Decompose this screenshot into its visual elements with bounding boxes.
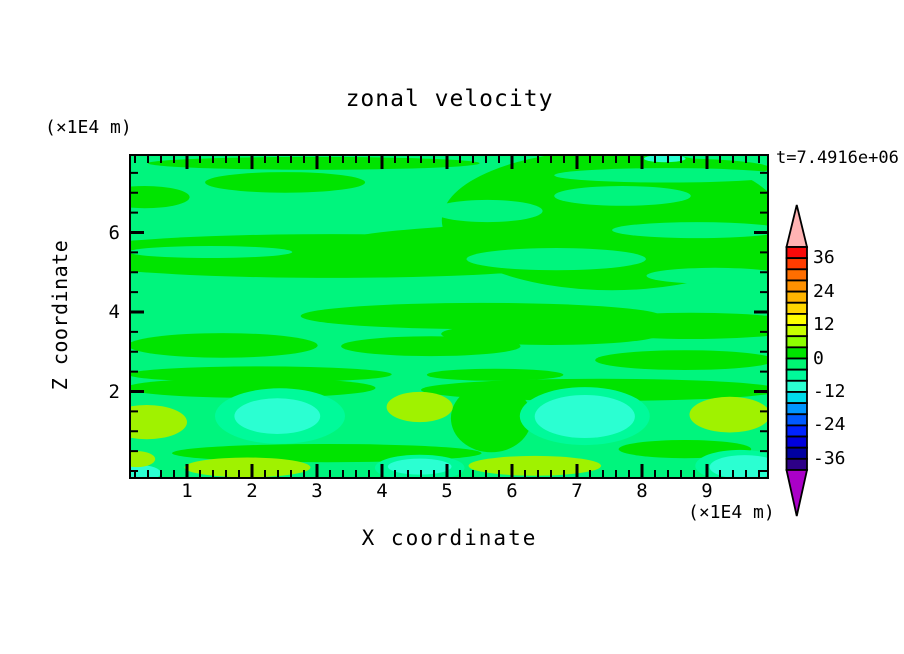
x-tick-label-3: 3	[311, 480, 323, 502]
contour-region--12to-8	[131, 465, 161, 477]
plot-title: zonal velocity	[345, 86, 554, 112]
contour-region--12to-8	[709, 455, 767, 477]
contour-region-0to4	[148, 156, 480, 170]
contour-region--4to0	[554, 168, 767, 183]
contour-region--12to-8	[234, 398, 321, 434]
colorbar-box	[785, 446, 808, 460]
contour-region--4to0	[646, 267, 767, 284]
contour-region-4to8	[131, 451, 156, 468]
y-tick-label-2: 2	[108, 380, 120, 403]
colorbar-tick-label--24: -24	[813, 414, 846, 435]
colorbar-box	[785, 357, 808, 371]
colorbar-box	[785, 413, 808, 427]
contour-region-0to4	[205, 172, 366, 193]
contour-region-0to4	[595, 350, 767, 370]
y-axis-title: Z coordinate	[48, 239, 72, 391]
colorbar	[785, 204, 809, 517]
colorbar-tick-label--12: -12	[813, 381, 846, 402]
y-tick-label-4: 4	[108, 301, 120, 323]
contour-region--4to0	[432, 199, 543, 223]
colorbar-under-arrow-icon	[785, 469, 809, 517]
colorbar-box	[785, 435, 808, 449]
colorbar-box	[785, 335, 808, 349]
contour-plot	[129, 154, 769, 479]
x-tick-label-1: 1	[181, 480, 193, 502]
x-tick-label-2: 2	[246, 480, 258, 502]
colorbar-box	[785, 290, 808, 304]
colorbar-tick-label-36: 36	[813, 247, 835, 268]
contour-region-0to4	[441, 322, 661, 345]
contour-region-4to8	[468, 455, 602, 476]
colorbar-box	[785, 268, 808, 282]
contour-region--12to-8	[534, 395, 635, 438]
contour-region-0to4	[450, 383, 532, 453]
x-tick-label-7: 7	[571, 480, 583, 502]
colorbar-tick-label-12: 12	[813, 314, 835, 335]
contour-region-0to4	[131, 333, 318, 358]
contour-region-4to8	[386, 391, 453, 423]
colorbar-box	[785, 257, 808, 271]
contour-region-0to4	[426, 368, 564, 381]
colorbar-box	[785, 324, 808, 338]
x-axis-title: X coordinate	[361, 526, 538, 550]
y-tick-label-6: 6	[108, 221, 120, 244]
contour-region-0to4	[300, 302, 661, 330]
contour-region-4to8	[131, 405, 187, 440]
colorbar-box	[785, 368, 808, 382]
y-axis-unit-label: (×1E4 m)	[45, 117, 132, 138]
x-tick-label-9: 9	[701, 480, 713, 502]
colorbar-tick-label--36: -36	[813, 448, 846, 469]
colorbar-box	[785, 279, 808, 293]
contour-region--4to0	[554, 186, 691, 206]
colorbar-box	[785, 402, 808, 416]
colorbar-over-arrow-icon	[785, 204, 809, 248]
colorbar-box	[785, 313, 808, 326]
x-tick-label-6: 6	[506, 480, 518, 502]
x-axis-unit-label: (×1E4 m)	[688, 502, 775, 523]
colorbar-tick-label-24: 24	[813, 281, 835, 302]
contour-region--12to-8	[387, 458, 452, 475]
colorbar-box	[785, 301, 808, 315]
contour-region-0to4	[131, 366, 392, 383]
timestamp-label: t=7.4916e+06	[776, 148, 899, 168]
colorbar-box	[785, 457, 808, 471]
colorbar-box	[785, 379, 808, 393]
contour-plot-canvas	[131, 156, 767, 477]
contour-region--4to0	[612, 222, 767, 239]
contour-region-4to8	[689, 396, 767, 433]
colorbar-box	[785, 424, 808, 438]
contour-region--4to0	[131, 246, 293, 258]
x-tick-label-4: 4	[376, 480, 388, 502]
colorbar-box	[785, 346, 808, 360]
x-tick-label-5: 5	[441, 480, 453, 502]
contour-region--4to0	[466, 248, 646, 271]
colorbar-box	[785, 246, 808, 260]
colorbar-tick-label-0: 0	[813, 348, 824, 369]
x-tick-label-8: 8	[636, 480, 648, 502]
contour-region-0to4	[131, 186, 190, 209]
colorbar-box	[785, 391, 808, 404]
